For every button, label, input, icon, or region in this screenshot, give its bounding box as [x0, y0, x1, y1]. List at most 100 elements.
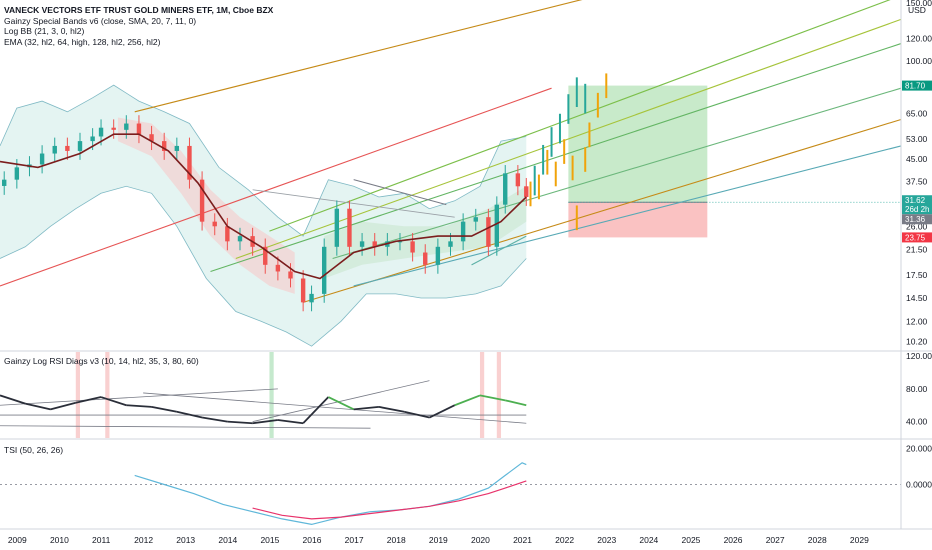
candle-body-14 [174, 145, 180, 151]
price-tick-12: 17.50 [906, 270, 928, 280]
candle-body-40 [494, 204, 500, 247]
price-tick-15: 10.20 [906, 336, 928, 346]
channel-line-8 [471, 235, 527, 266]
candle-body-26 [321, 246, 327, 294]
position-profit-zone [568, 85, 708, 203]
rsi-seg-6 [151, 405, 178, 413]
time-tick-2028: 2028 [808, 535, 827, 545]
rsi-seg-17 [429, 404, 456, 419]
rsi-diag-1 [0, 388, 278, 406]
channel-line-1 [134, 0, 583, 113]
time-tick-2015: 2015 [260, 535, 279, 545]
badge-target-bg [902, 80, 932, 91]
time-tick-2014: 2014 [218, 535, 237, 545]
candle-body-17 [212, 221, 217, 227]
time-tick-2012: 2012 [134, 535, 153, 545]
candle-body-30 [372, 241, 377, 247]
price-tick-5: 45.00 [906, 154, 928, 164]
rsi-seg-18 [454, 394, 481, 407]
price-tick-6: 37.50 [906, 176, 928, 186]
price-tick-4: 53.00 [906, 134, 928, 144]
log-bb-upper [0, 84, 527, 237]
rsi-seg-16 [403, 410, 430, 419]
rsi-seg-4 [100, 396, 127, 407]
time-tick-2017: 2017 [345, 535, 364, 545]
badge-last-bg [902, 195, 932, 206]
candle-body-35 [435, 246, 441, 265]
time-tick-2023: 2023 [597, 535, 616, 545]
channel-line-2 [302, 118, 902, 303]
time-tick-2026: 2026 [724, 535, 743, 545]
tsi-series-1 [252, 480, 527, 520]
rsi-seg-1 [25, 402, 51, 411]
rsi-seg-3 [75, 396, 102, 404]
price-tick-0: 120.00 [906, 33, 932, 43]
rsi-legend: Gainzy Log RSI Diags v3 (10, 14, hl2, 35… [4, 356, 199, 366]
channel-line-5 [210, 43, 902, 272]
time-tick-2016: 2016 [303, 535, 322, 545]
rsi-diag-5 [143, 392, 527, 424]
time-tick-2025: 2025 [681, 535, 700, 545]
candle-body-5 [65, 145, 70, 151]
position-loss-zone [568, 202, 708, 238]
special-band-red [117, 117, 295, 294]
rsi-seg-8 [201, 416, 228, 423]
legend-ind-bands: Gainzy Special Bands v6 (close, SMA, 20,… [4, 15, 197, 26]
main-legend: VANECK VECTORS ETF TRUST GOLD MINERS ETF… [4, 5, 273, 47]
rsi-highlight-2 [105, 352, 110, 438]
tsi-tick-0: 20.0000 [906, 443, 932, 453]
price-tick-top: 150.00 [906, 0, 932, 8]
rsi-tick-1: 80.00 [906, 384, 928, 394]
candle-body-23 [288, 271, 293, 279]
rsi-tick-2: 40.00 [906, 417, 928, 427]
badge-ema-text: 31.36 [905, 215, 926, 224]
rsi-seg-11 [277, 419, 304, 425]
ema-line [0, 133, 527, 280]
candle-body-38 [473, 217, 478, 222]
time-tick-2010: 2010 [50, 535, 69, 545]
log-bb-band [0, 85, 527, 347]
candle-body-9 [111, 127, 116, 130]
legend-ind-ema: EMA (32, hl2, 64, high, 128, hl2, 256, h… [4, 36, 161, 47]
candle-body-18 [225, 226, 230, 242]
rsi-seg-7 [176, 410, 203, 419]
lines-layer [0, 0, 902, 485]
time-tick-2024: 2024 [639, 535, 658, 545]
candle-body-39 [486, 217, 491, 247]
candle-body-3 [39, 153, 45, 165]
badge-countdown-bg [902, 204, 932, 215]
rsi-seg-9 [227, 420, 253, 425]
candle-body-36 [448, 241, 453, 247]
rsi-seg-12 [302, 396, 330, 424]
badge-target-text: 81.70 [905, 82, 926, 91]
candle-body-21 [263, 246, 268, 265]
candle-body-37 [460, 221, 466, 242]
time-tick-2009: 2009 [8, 535, 27, 545]
trend-line-grey-1 [353, 179, 447, 206]
candle-body-27 [334, 208, 340, 247]
legend-title: VANECK VECTORS ETF TRUST GOLD MINERS ETF… [4, 5, 274, 15]
rsi-highlight-1 [75, 352, 80, 438]
candle-body-11 [136, 123, 142, 135]
candle-body-28 [347, 208, 352, 247]
time-tick-2011: 2011 [92, 535, 111, 545]
candle-body-12 [149, 134, 154, 142]
trend-line-grey-2 [252, 189, 455, 218]
candle-body-4 [52, 145, 57, 154]
candle-body-29 [359, 241, 365, 247]
candle-body-43 [524, 186, 529, 197]
channel-line-4 [235, 18, 902, 260]
badge-last-text: 31.62 [905, 196, 926, 205]
marks-layer [0, 73, 608, 526]
candle-body-24 [300, 278, 306, 303]
time-tick-2020: 2020 [471, 535, 490, 545]
rsi-seg-14 [353, 405, 380, 411]
price-tick-11: 21.50 [906, 245, 928, 255]
currency-label: USD [908, 5, 926, 15]
time-tick-2021: 2021 [513, 535, 532, 545]
price-tick-1: 100.00 [906, 56, 932, 66]
candle-body-16 [199, 179, 205, 222]
time-tick-2022: 2022 [555, 535, 574, 545]
